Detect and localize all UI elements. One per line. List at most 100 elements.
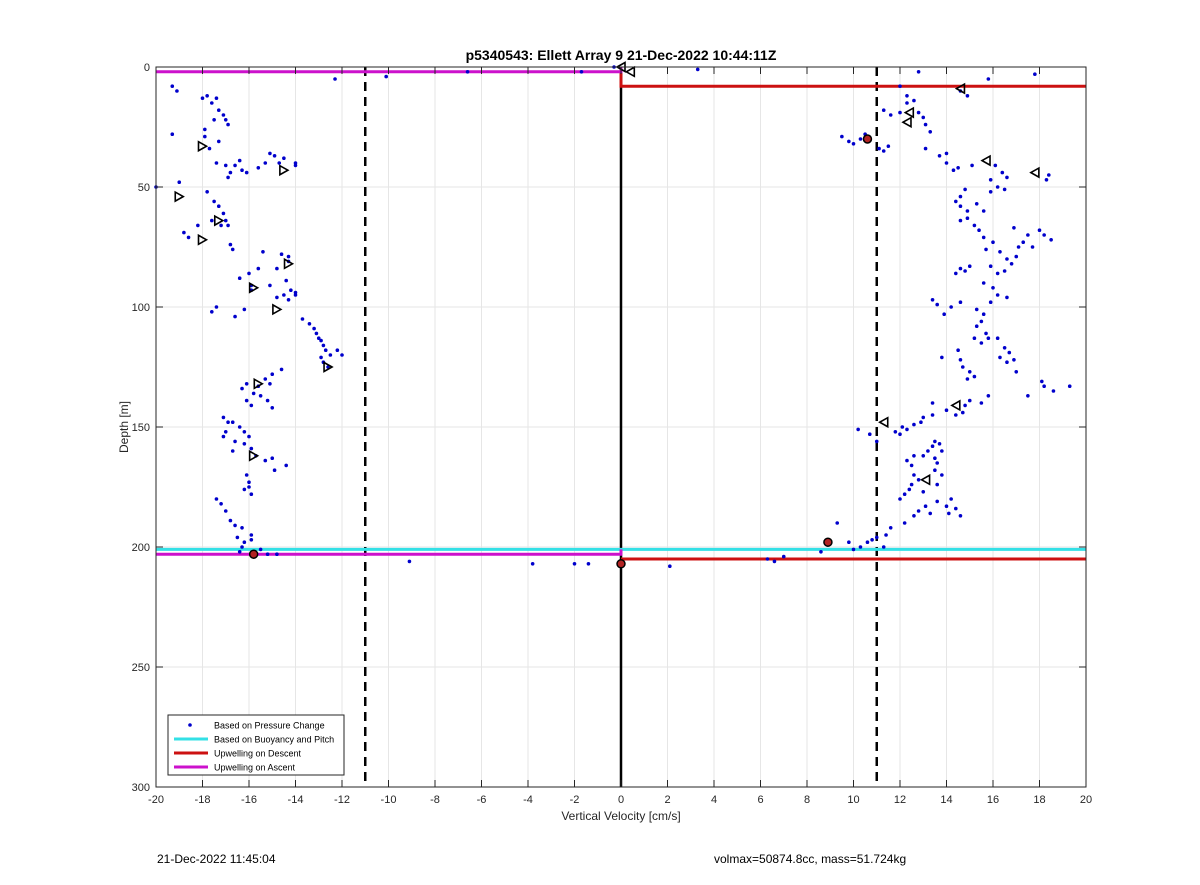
- triangle-marker: [919, 473, 931, 486]
- pressure-point: [898, 497, 902, 501]
- pressure-point: [858, 545, 863, 549]
- pressure-point: [954, 506, 958, 511]
- pressure-point: [881, 149, 886, 153]
- pressure-point: [240, 168, 244, 172]
- pressure-point: [223, 509, 228, 513]
- pressure-point: [965, 209, 970, 213]
- pressure-point: [840, 134, 844, 139]
- pressure-point: [205, 94, 209, 98]
- triangle-marker: [197, 140, 209, 153]
- pressure-point: [1005, 175, 1009, 180]
- pressure-point: [1005, 295, 1009, 300]
- pressure-point: [242, 540, 247, 544]
- pressure-point: [249, 446, 254, 451]
- pressure-point: [249, 492, 254, 497]
- pressure-point: [960, 365, 965, 369]
- pressure-point: [909, 463, 914, 468]
- pressure-point: [944, 408, 949, 413]
- pressure-point: [954, 271, 958, 276]
- pressure-point: [1026, 233, 1030, 237]
- pressure-point: [944, 161, 949, 165]
- pressure-point: [984, 247, 988, 252]
- pressure-point: [289, 288, 293, 293]
- pressure-point: [240, 386, 244, 391]
- pressure-point: [970, 163, 974, 168]
- pressure-point: [935, 302, 939, 307]
- pressure-point: [263, 458, 268, 463]
- pressure-point: [972, 374, 977, 379]
- pressure-point: [851, 547, 856, 552]
- pressure-point: [988, 178, 993, 182]
- pressure-point: [898, 84, 902, 88]
- pressure-point: [233, 163, 237, 168]
- x-tick-label: -14: [288, 794, 304, 806]
- pressure-point: [940, 355, 944, 360]
- pressure-point: [979, 341, 984, 345]
- pressure-point: [1005, 360, 1009, 365]
- pressure-point: [949, 305, 953, 309]
- pressure-point: [279, 367, 284, 372]
- pressure-point: [960, 410, 965, 415]
- pressure-point: [1014, 254, 1019, 259]
- pressure-point: [228, 242, 233, 247]
- pressure-point: [902, 521, 907, 525]
- pressure-point: [170, 84, 175, 88]
- pressure-point: [237, 276, 242, 281]
- pressure-point: [268, 382, 272, 386]
- pressure-point: [228, 518, 233, 523]
- pressure-point: [312, 326, 316, 331]
- pressure-point: [249, 538, 254, 542]
- pressure-point: [912, 473, 916, 477]
- pressure-point: [261, 250, 265, 254]
- pressure-point: [1021, 240, 1026, 244]
- pressure-point: [979, 401, 984, 405]
- pressure-point: [847, 540, 851, 544]
- pressure-point: [265, 398, 270, 403]
- y-tick-label: 100: [132, 302, 150, 314]
- pressure-point: [251, 391, 256, 396]
- y-tick-label: 50: [138, 182, 150, 194]
- pressure-point: [328, 353, 333, 357]
- pressure-point: [905, 427, 909, 432]
- pressure-point: [1067, 384, 1072, 389]
- pressure-point: [314, 331, 319, 336]
- pressure-point: [212, 118, 216, 122]
- pressure-point: [1033, 72, 1037, 76]
- pressure-point: [958, 358, 963, 362]
- x-tick-label: -16: [241, 794, 257, 806]
- pressure-point: [981, 281, 986, 285]
- pressure-point: [981, 209, 986, 213]
- pressure-point: [1014, 370, 1019, 374]
- pressure-point: [893, 430, 898, 434]
- pressure-point: [233, 523, 237, 528]
- pressure-point: [244, 170, 249, 175]
- pressure-point: [258, 394, 263, 398]
- pressure-point: [965, 216, 970, 220]
- triangle-marker: [197, 233, 209, 246]
- pressure-point: [196, 223, 200, 228]
- pressure-point: [275, 266, 279, 271]
- pressure-point: [321, 343, 326, 348]
- pressure-point: [226, 175, 230, 180]
- pressure-point: [1042, 384, 1046, 389]
- triangle-marker: [272, 303, 283, 316]
- pressure-point: [977, 228, 981, 232]
- pressure-point: [1051, 389, 1056, 393]
- pressure-point: [1007, 350, 1012, 355]
- pressure-point: [268, 151, 272, 156]
- pressure-point: [912, 422, 916, 427]
- pressure-point: [272, 154, 277, 158]
- pressure-point: [223, 118, 228, 122]
- pressure-point: [935, 499, 939, 504]
- pressure-point: [272, 468, 277, 473]
- pressure-point: [851, 142, 856, 146]
- pressure-point: [300, 317, 305, 321]
- pressure-point: [282, 293, 286, 297]
- pressure-point: [900, 425, 905, 429]
- pressure-point: [986, 336, 991, 341]
- pressure-point: [958, 300, 963, 305]
- footer-timestamp: 21-Dec-2022 11:45:04: [157, 852, 276, 866]
- pressure-point: [965, 377, 970, 381]
- pressure-point: [958, 204, 963, 208]
- pressure-point: [263, 161, 268, 165]
